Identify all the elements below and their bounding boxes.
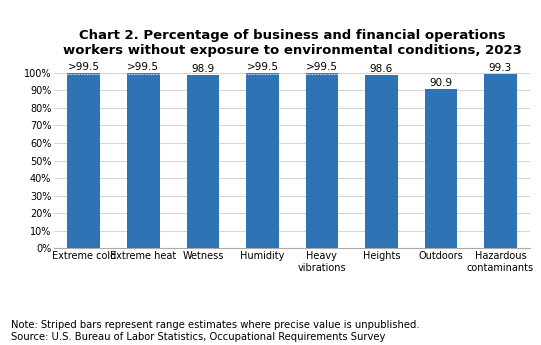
- Bar: [306, 73, 338, 248]
- Text: 99.3: 99.3: [489, 63, 512, 73]
- Text: >99.5: >99.5: [68, 62, 100, 72]
- Bar: [187, 75, 219, 248]
- Bar: [127, 73, 160, 248]
- Title: Chart 2. Percentage of business and financial operations
workers without exposur: Chart 2. Percentage of business and fina…: [63, 29, 522, 57]
- Bar: [306, 73, 338, 75]
- Text: Note: Striped bars represent range estimates where precise value is unpublished.: Note: Striped bars represent range estim…: [11, 320, 419, 342]
- Bar: [68, 73, 100, 248]
- Bar: [365, 75, 398, 248]
- Bar: [246, 73, 279, 75]
- Bar: [127, 73, 160, 75]
- Text: >99.5: >99.5: [246, 62, 279, 72]
- Text: >99.5: >99.5: [306, 62, 338, 72]
- Bar: [68, 73, 100, 75]
- Text: >99.5: >99.5: [127, 62, 160, 72]
- Bar: [484, 74, 517, 248]
- Text: 90.9: 90.9: [430, 78, 452, 88]
- Text: 98.6: 98.6: [370, 64, 393, 74]
- Bar: [246, 73, 279, 248]
- Text: 98.9: 98.9: [192, 64, 214, 74]
- Bar: [425, 89, 457, 248]
